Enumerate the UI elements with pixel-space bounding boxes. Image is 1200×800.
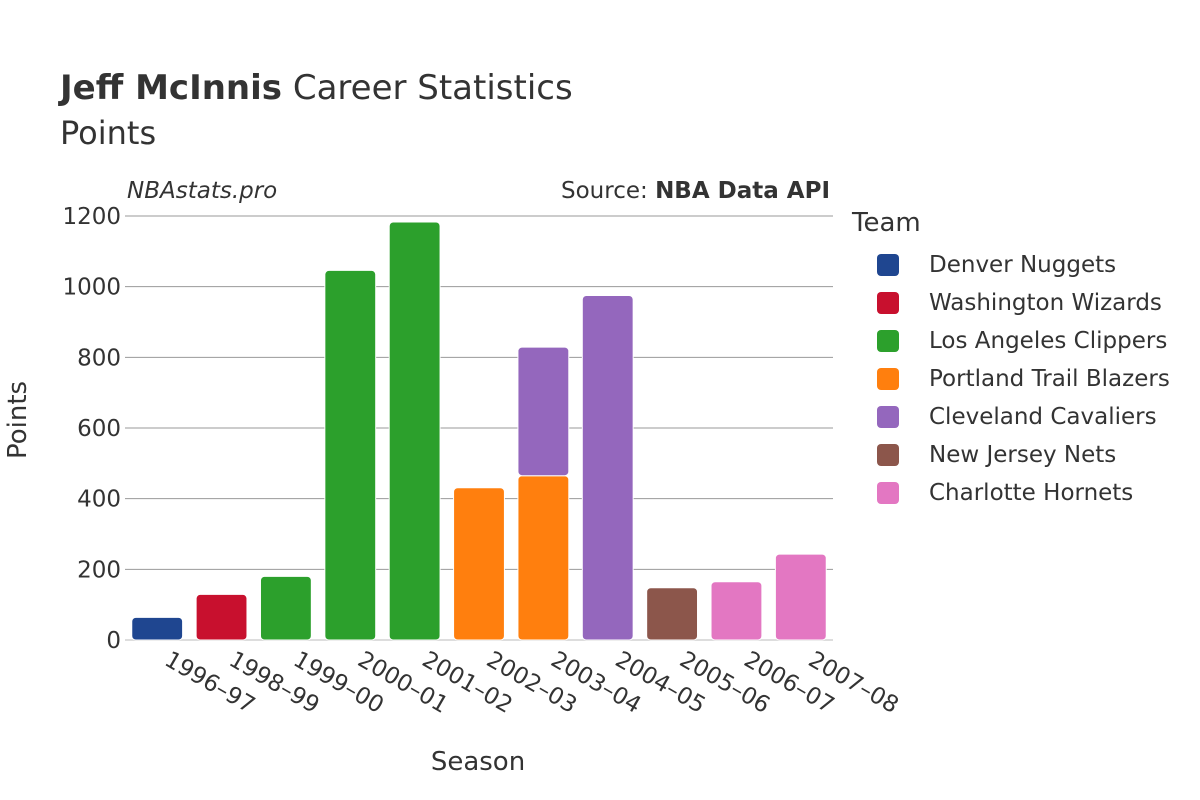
y-tick-label: 1200 — [62, 204, 121, 230]
legend-item[interactable]: Denver Nuggets — [852, 246, 1170, 284]
legend-label: Denver Nuggets — [929, 252, 1117, 278]
bar-2002–03-portland-trail-blazers — [453, 487, 505, 641]
legend-swatch — [877, 444, 899, 466]
legend: Team Denver Nuggets Washington Wizards Los… — [852, 208, 1170, 512]
legend-item[interactable]: Charlotte Hornets — [852, 474, 1170, 512]
legend-swatch — [877, 406, 899, 428]
bar-2001–02-los-angeles-clippers — [388, 221, 441, 641]
y-tick-label: 400 — [77, 487, 121, 513]
source-name: NBA Data API — [655, 178, 830, 204]
bar-1998–99-washington-wizards — [195, 593, 248, 641]
bar-1996–97-denver-nuggets — [131, 616, 184, 641]
y-tick-labels: 0 200 400 600 800 1000 1200 — [62, 204, 121, 654]
chart-title: Jeff McInnis Career Statistics — [60, 68, 573, 108]
y-tick-label: 1000 — [62, 275, 121, 301]
legend-swatch — [877, 330, 899, 352]
bar-1999–00-los-angeles-clippers — [259, 575, 312, 641]
y-tick-label: 600 — [77, 416, 121, 442]
watermark: NBAstats.pro — [127, 178, 278, 204]
bar-2004–05-cleveland-cavaliers — [581, 295, 634, 641]
y-tick-label: 200 — [77, 557, 121, 583]
legend-item[interactable]: Cleveland Cavaliers — [852, 398, 1170, 436]
source-prefix: Source: — [561, 178, 656, 204]
legend-label: Portland Trail Blazers — [929, 366, 1170, 392]
bar-2003–04-cleveland-cavaliers — [517, 346, 570, 477]
player-name: Jeff McInnis — [60, 68, 283, 108]
legend-swatch — [877, 254, 899, 276]
y-tick-label: 0 — [106, 628, 121, 654]
x-axis-label: Season — [431, 747, 525, 777]
legend-item[interactable]: New Jersey Nets — [852, 436, 1170, 474]
title-rest: Career Statistics — [292, 68, 573, 108]
legend-swatch — [877, 368, 899, 390]
y-axis-label: Points — [3, 381, 33, 459]
bar-2003–04-portland-trail-blazers — [517, 475, 570, 641]
legend-title: Team — [852, 208, 921, 238]
y-tick-label: 800 — [77, 345, 121, 371]
legend-swatch — [877, 482, 899, 504]
bar-2000–01-los-angeles-clippers — [324, 269, 377, 641]
x-tick-labels: 1996–971998–991999–002000–012001–022002–… — [160, 647, 903, 719]
legend-label: New Jersey Nets — [929, 442, 1117, 468]
bar-2006–07-charlotte-hornets — [710, 581, 763, 641]
chart-subtitle: Points — [60, 114, 157, 152]
legend-item[interactable]: Portland Trail Blazers — [852, 360, 1170, 398]
bar-2007–08-charlotte-hornets — [774, 553, 827, 641]
bars — [131, 221, 827, 641]
bar-2005–06-new-jersey-nets — [646, 587, 699, 641]
legend-swatch — [877, 292, 899, 314]
legend-label: Los Angeles Clippers — [929, 328, 1168, 354]
legend-item[interactable]: Washington Wizards — [852, 284, 1170, 322]
legend-item[interactable]: Los Angeles Clippers — [852, 322, 1170, 360]
legend-label: Cleveland Cavaliers — [929, 404, 1157, 430]
legend-label: Washington Wizards — [929, 290, 1162, 316]
source-credit: Source: NBA Data API — [561, 178, 830, 204]
legend-label: Charlotte Hornets — [929, 480, 1134, 506]
